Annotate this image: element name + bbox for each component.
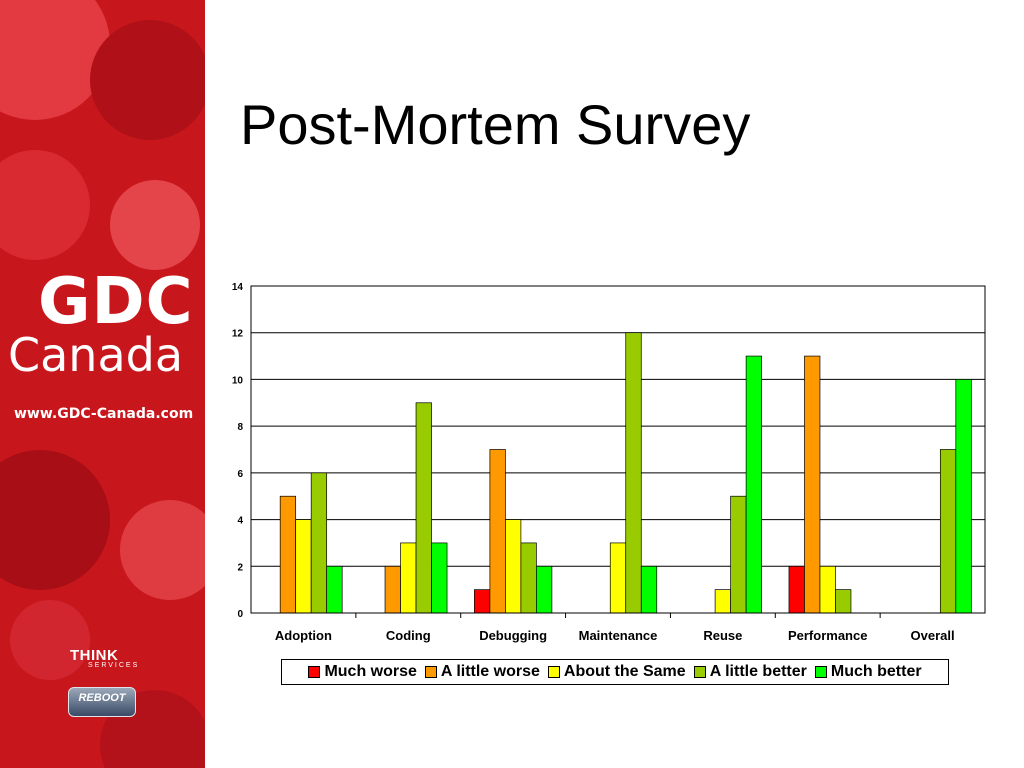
- bar: [489, 449, 506, 614]
- bar: [536, 565, 553, 614]
- legend-item: About the Same: [547, 663, 686, 681]
- legend-swatch: [308, 666, 321, 678]
- bar: [400, 542, 417, 614]
- legend-label: A little better: [709, 663, 807, 680]
- bar: [955, 379, 972, 614]
- bar: [939, 449, 957, 614]
- bar: [384, 565, 401, 614]
- legend-label: Much better: [830, 663, 922, 680]
- reboot-logo: REBOOT: [68, 687, 136, 717]
- x-tick-label: Adoption: [275, 628, 332, 643]
- axis-labels: 0 2 4 6 8 10 12 14 Adoption Coding Debugging Mainte…: [232, 282, 955, 643]
- bar: [788, 565, 805, 614]
- bar: [745, 355, 762, 614]
- think-services-logo: THINK SERVICES: [70, 647, 139, 669]
- bar: [730, 495, 747, 614]
- legend-label: Much worse: [324, 663, 417, 680]
- x-tick-label: Maintenance: [579, 628, 658, 643]
- bar: [835, 589, 852, 614]
- y-tick-label: 0: [237, 609, 243, 620]
- y-tick-label: 12: [232, 329, 244, 340]
- website-url: www.GDC-Canada.com: [14, 406, 194, 422]
- legend-swatch: [814, 666, 827, 678]
- decorative-shape: [10, 600, 90, 680]
- legend-swatch: [424, 666, 437, 678]
- bar: [326, 565, 343, 614]
- bars: [279, 332, 972, 614]
- bar: [804, 355, 821, 614]
- decorative-shape: [0, 150, 90, 260]
- services-text: SERVICES: [88, 662, 140, 669]
- axes: [250, 285, 986, 618]
- legend-label: About the Same: [563, 663, 686, 680]
- decorative-shape: [110, 180, 200, 270]
- legend-swatch: [547, 666, 560, 678]
- bar-chart: 0 2 4 6 8 10 12 14 Adoption Coding Debugging Mainte…: [232, 282, 986, 643]
- bar: [609, 542, 627, 614]
- bar: [279, 495, 297, 614]
- decorative-shape: [120, 500, 205, 600]
- x-tick-label: Reuse: [703, 628, 742, 643]
- bar: [625, 332, 642, 614]
- legend-item: Much worse: [308, 663, 417, 681]
- bar: [295, 519, 312, 614]
- decorative-shape: [90, 20, 205, 140]
- sidebar-banner: GDC Canada www.GDC-Canada.com THINK SERV…: [0, 0, 205, 768]
- bar: [431, 542, 448, 614]
- y-tick-label: 2: [237, 562, 243, 573]
- x-tick-label: Performance: [788, 628, 867, 643]
- bar: [505, 519, 522, 614]
- reboot-text: REBOOT: [78, 692, 126, 704]
- legend-swatch: [693, 666, 706, 678]
- y-tick-label: 8: [237, 422, 243, 433]
- chart-legend: Much worse A little worse About the Same A …: [281, 659, 949, 685]
- bar: [520, 542, 537, 614]
- bar: [714, 589, 731, 614]
- think-text: THINK: [70, 647, 119, 664]
- logo-canada-text: Canada: [8, 328, 184, 382]
- x-tick-label: Debugging: [479, 628, 547, 643]
- x-tick-label: Coding: [386, 628, 431, 643]
- bar: [819, 565, 836, 614]
- x-tick-label: Overall: [911, 628, 955, 643]
- legend-item: A little better: [693, 663, 807, 681]
- y-tick-label: 14: [232, 282, 244, 293]
- plot-frame: [250, 285, 986, 614]
- y-tick-label: 4: [237, 516, 243, 527]
- y-tick-label: 6: [237, 469, 243, 480]
- gdc-canada-logo: GDC Canada: [8, 265, 200, 382]
- bar: [640, 565, 658, 614]
- bar: [415, 402, 432, 614]
- legend-item: Much better: [814, 663, 922, 681]
- legend-label: A little worse: [440, 663, 540, 680]
- logo-gdc-text: GDC: [38, 265, 194, 339]
- bar: [310, 472, 328, 614]
- decorative-shape: [0, 450, 110, 590]
- legend-item: A little worse: [424, 663, 540, 681]
- slide-title: Post-Mortem Survey: [240, 93, 751, 156]
- y-tick-label: 10: [232, 375, 244, 386]
- bar: [474, 589, 491, 614]
